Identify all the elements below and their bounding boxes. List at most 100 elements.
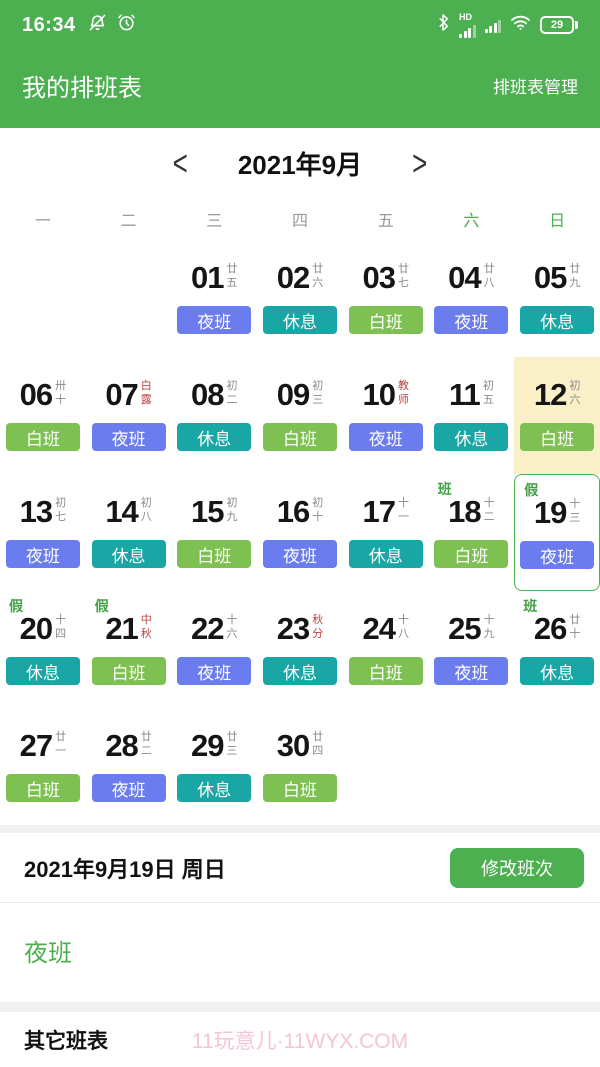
calendar-cell-12[interactable]: 12 初六白班 [514, 357, 600, 474]
calendar-cell-11[interactable]: 11 初五休息 [429, 357, 515, 474]
prev-month-button[interactable]: < [172, 142, 188, 184]
calendar-cell-21[interactable]: 假 21 中秋白班 [86, 591, 172, 708]
shift-chip-day: 白班 [520, 423, 595, 451]
shift-chip-rest: 休息 [5, 657, 80, 685]
calendar-cell-27[interactable]: 27 廿一白班 [0, 708, 86, 825]
lunar-label: 初十 [312, 497, 324, 523]
day-number: 27 [19, 728, 53, 763]
calendar-cell-29[interactable]: 29 廿三休息 [171, 708, 257, 825]
shift-chip-day: 白班 [348, 657, 423, 685]
day-number: 18 [448, 494, 481, 529]
calendar-cell-25[interactable]: 25 十九夜班 [429, 591, 515, 708]
day-number: 06 [19, 377, 53, 412]
manage-schedule-button[interactable]: 排班表管理 [493, 77, 578, 97]
calendar-cell-23[interactable]: 23 秋分休息 [257, 591, 343, 708]
day-number: 23 [276, 611, 310, 646]
calendar-cell-08[interactable]: 08 初二休息 [171, 357, 257, 474]
calendar-cell-18[interactable]: 班 18 十二白班 [429, 474, 515, 591]
month-nav: < 2021年9月 > [0, 128, 600, 198]
lunar-label: 廿六 [312, 263, 324, 289]
day-number: 29 [191, 728, 224, 763]
calendar-cell-03[interactable]: 03 廿七白班 [343, 240, 429, 357]
calendar-cell-26[interactable]: 班 26 廿十休息 [514, 591, 600, 708]
lunar-label: 廿八 [483, 263, 495, 289]
festival-label: 秋分 [312, 614, 324, 640]
day-number: 19 [533, 495, 567, 530]
calendar-cell-09[interactable]: 09 初三白班 [257, 357, 343, 474]
lunar-label: 十九 [483, 614, 495, 640]
section-divider-2 [0, 1002, 600, 1012]
lunar-label: 初七 [55, 497, 67, 523]
calendar-cell-empty [514, 708, 600, 825]
shift-chip-rest: 休息 [177, 423, 252, 451]
day-number: 02 [276, 260, 310, 295]
lunar-label: 十一 [397, 497, 409, 523]
weekday-label-7: 日 [549, 213, 566, 230]
calendar-cell-16[interactable]: 16 初十夜班 [257, 474, 343, 591]
lunar-label: 廿七 [397, 263, 409, 289]
calendar-cell-19[interactable]: 假 19 十三夜班 [514, 474, 600, 591]
shift-chip-rest: 休息 [262, 306, 337, 334]
lunar-label: 十四 [55, 614, 67, 640]
calendar-cell-empty [0, 240, 86, 357]
shift-chip-rest: 休息 [262, 657, 337, 685]
day-number: 17 [362, 494, 395, 529]
weekday-label-1: 一 [34, 213, 51, 230]
holiday-badge: 假 [9, 598, 23, 614]
shift-chip-night: 夜班 [348, 423, 423, 451]
calendar-cell-20[interactable]: 假 20 十四休息 [0, 591, 86, 708]
lunar-label: 初二 [226, 380, 238, 406]
day-number: 28 [105, 728, 138, 763]
lunar-label: 廿一 [55, 731, 67, 757]
day-number: 01 [191, 260, 224, 295]
calendar-cell-04[interactable]: 04 廿八夜班 [429, 240, 515, 357]
calendar-cell-06[interactable]: 06 卅十白班 [0, 357, 86, 474]
calendar-cell-05[interactable]: 05 廿九休息 [514, 240, 600, 357]
holiday-badge: 假 [524, 482, 539, 498]
lunar-label: 廿五 [226, 263, 238, 289]
calendar-cell-07[interactable]: 07 白露夜班 [86, 357, 172, 474]
shift-chip-night: 夜班 [177, 657, 252, 685]
shift-chip-night: 夜班 [520, 541, 595, 569]
day-number: 04 [448, 260, 481, 295]
lunar-label: 十六 [226, 614, 238, 640]
holiday-badge: 假 [94, 598, 109, 614]
calendar-cell-28[interactable]: 28 廿二夜班 [86, 708, 172, 825]
alarm-icon [117, 13, 136, 37]
calendar-cell-24[interactable]: 24 十八白班 [343, 591, 429, 708]
calendar-cell-10[interactable]: 10 教师夜班 [343, 357, 429, 474]
calendar-cell-22[interactable]: 22 十六夜班 [171, 591, 257, 708]
festival-label: 白露 [140, 380, 152, 406]
day-number: 25 [448, 611, 481, 646]
next-month-button[interactable]: > [412, 142, 428, 184]
shift-chip-night: 夜班 [434, 306, 509, 334]
app-bar: 我的排班表 排班表管理 [0, 50, 600, 128]
shift-chip-day: 白班 [262, 423, 337, 451]
calendar-cell-02[interactable]: 02 廿六休息 [257, 240, 343, 357]
calendar-cell-empty [86, 240, 172, 357]
workday-badge: 班 [437, 481, 452, 497]
weekday-label-6: 六 [463, 213, 480, 230]
day-number: 13 [19, 494, 53, 529]
shift-chip-day: 白班 [348, 306, 423, 334]
lunar-label: 卅十 [55, 380, 67, 406]
calendar-cell-empty [343, 708, 429, 825]
calendar-cell-15[interactable]: 15 初九白班 [171, 474, 257, 591]
weekday-header: 一二三四五六日 [0, 198, 600, 240]
lunar-label: 十二 [483, 497, 495, 523]
shift-chip-day: 白班 [262, 774, 337, 802]
other-schedules-title: 其它班表 [24, 1029, 108, 1053]
shift-chip-rest: 休息 [520, 306, 595, 334]
calendar-cell-17[interactable]: 17 十一休息 [343, 474, 429, 591]
other-schedules-section: 其它班表 11玩意儿·11WYX.COM [0, 1012, 600, 1067]
shift-chip-rest: 休息 [434, 423, 509, 451]
calendar-cell-14[interactable]: 14 初八休息 [86, 474, 172, 591]
day-number: 26 [533, 611, 567, 646]
shift-chip-night: 夜班 [91, 423, 166, 451]
calendar-cell-30[interactable]: 30 廿四白班 [257, 708, 343, 825]
modify-shift-button[interactable]: 修改班次 [450, 847, 584, 888]
bluetooth-icon [437, 14, 450, 36]
day-number: 09 [276, 377, 310, 412]
calendar-cell-13[interactable]: 13 初七夜班 [0, 474, 86, 591]
calendar-cell-01[interactable]: 01 廿五夜班 [171, 240, 257, 357]
